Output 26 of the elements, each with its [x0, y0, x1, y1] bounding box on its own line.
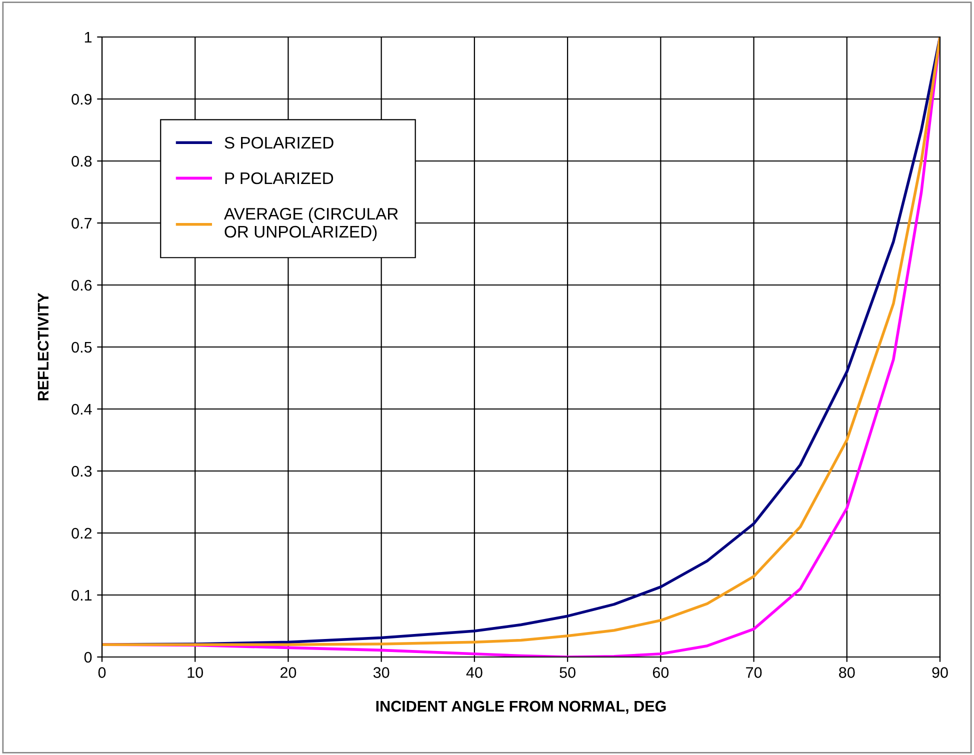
- y-tick-label: 0: [84, 652, 92, 663]
- y-tick-label: 0.1: [72, 590, 92, 601]
- x-tick-label: 50: [560, 667, 576, 678]
- x-tick-label: 90: [932, 667, 948, 678]
- y-tick-label: 0.7: [72, 218, 92, 229]
- y-tick-label: 0.6: [72, 280, 92, 291]
- y-tick-label: 0.8: [72, 156, 92, 167]
- y-tick-label: 0.4: [72, 404, 92, 415]
- x-tick-label: 20: [280, 667, 296, 678]
- x-tick-label: 60: [652, 667, 669, 678]
- x-tick-label: 10: [188, 667, 204, 678]
- x-tick-label: 80: [839, 667, 855, 678]
- x-tick-label: 0: [98, 667, 106, 678]
- x-tick-label: 40: [466, 667, 482, 678]
- y-tick-label: 0.3: [72, 466, 92, 477]
- x-tick-label: 30: [373, 667, 390, 678]
- y-tick-label: 0.5: [72, 342, 92, 353]
- y-axis-title: REFLECTIVITY: [38, 292, 49, 400]
- y-tick-label: 0.2: [72, 528, 92, 539]
- y-tick-label: 1: [84, 32, 92, 43]
- legend-label: S POLARIZED: [224, 136, 334, 149]
- legend-label: P POLARIZED: [225, 172, 334, 184]
- x-tick-label: 70: [746, 667, 762, 678]
- y-tick-label: 0.9: [72, 94, 92, 105]
- legend-label: AVERAGE (CIRCULAR OR UNPOLARIZED): [224, 207, 398, 241]
- x-axis-title: INCIDENT ANGLE FROM NORMAL, DEG: [376, 700, 666, 714]
